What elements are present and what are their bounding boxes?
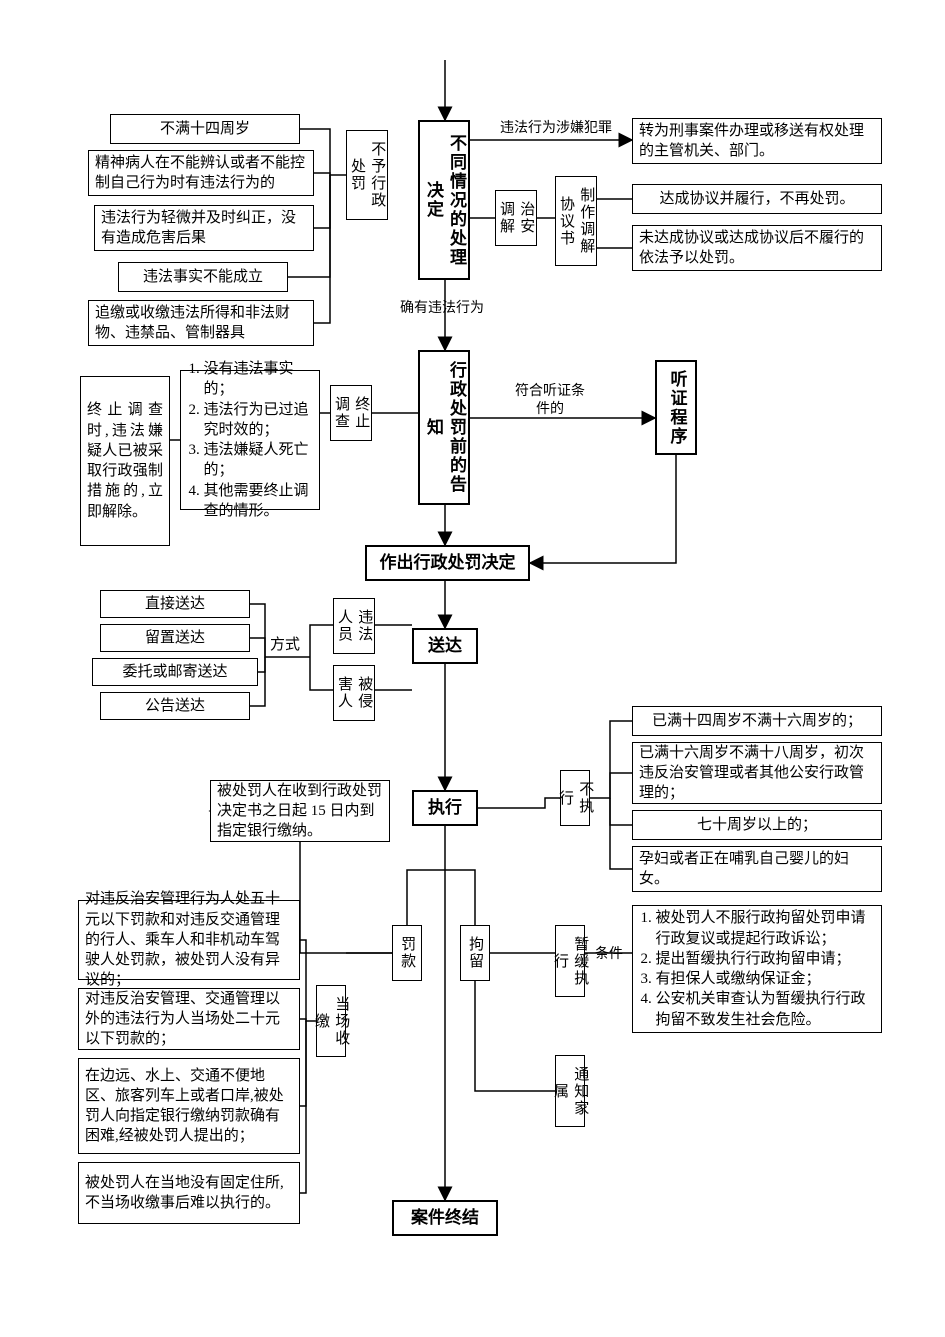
label-no-penalty: 不予行政处罚 bbox=[346, 130, 388, 220]
edge-label-criminal: 违法行为涉嫌犯罪 bbox=[500, 120, 612, 138]
delivery-target-offender: 违法人员 bbox=[333, 598, 375, 654]
defer-conditions: 被处罚人不服行政拘留处罚申请行政复议或提起行政诉讼；提出暂缓执行行政拘留申请；有… bbox=[632, 905, 882, 1033]
node-decision-diff: 不同情况的处理决定 bbox=[418, 120, 470, 280]
onsite-4: 被处罚人在当地没有固定住所,不当场收缴事后难以执行的。 bbox=[78, 1162, 300, 1224]
fine-bank-note: 被处罚人在收到行政处罚决定书之日起 15 日内到指定银行缴纳。 bbox=[210, 780, 390, 842]
terminate-note: 终止调查时,违法嫌疑人已被采取行政强制措施的,立即解除。 bbox=[80, 376, 170, 546]
delivery-target-victim: 被侵害人 bbox=[333, 665, 375, 721]
label-notify-family: 通知家属 bbox=[555, 1055, 585, 1127]
delivery-method-4: 公告送达 bbox=[100, 692, 250, 720]
mediation-out-1: 达成协议并履行，不再处罚。 bbox=[632, 184, 882, 214]
delivery-method-3: 委托或邮寄送达 bbox=[92, 658, 258, 686]
onsite-3: 在边远、水上、交通不便地区、旅客列车上或者口岸,被处罚人向指定银行缴纳罚款确有困… bbox=[78, 1058, 300, 1154]
onsite-2: 对违反治安管理、交通管理以外的违法行为人当场处二十元以下罚款的； bbox=[78, 988, 300, 1050]
edge-label-hearing: 符合听证条件的 bbox=[510, 383, 590, 419]
node-make-decision: 作出行政处罚决定 bbox=[365, 545, 530, 581]
label-mediation-sub: 制作调解协议书 bbox=[555, 176, 597, 266]
edge-label-confirm-illegal: 确有违法行为 bbox=[400, 300, 484, 318]
node-delivery: 送达 bbox=[412, 628, 478, 664]
np-item-4: 违法事实不能成立 bbox=[118, 262, 288, 292]
node-notice-before: 行政处罚前的告知 bbox=[418, 350, 470, 505]
np-item-5: 追缴或收缴违法所得和非法财物、违禁品、管制器具 bbox=[88, 300, 314, 346]
node-execute: 执行 bbox=[412, 790, 478, 826]
non-execute-1: 已满十四周岁不满十六周岁的； bbox=[632, 706, 882, 736]
label-mediation: 治安调解 bbox=[495, 190, 537, 246]
non-execute-2: 已满十六周岁不满十八周岁，初次违反治安管理或者其他公安行政管理的； bbox=[632, 742, 882, 804]
delivery-method-2: 留置送达 bbox=[100, 624, 250, 652]
label-terminate: 终止调查 bbox=[330, 385, 372, 441]
node-case-closed: 案件终结 bbox=[392, 1200, 498, 1236]
terminate-reasons: 没有违法事实的；违法行为已过追究时效的；违法嫌疑人死亡的；其他需要终止调查的情形… bbox=[180, 370, 320, 510]
label-onsite: 当场收缴 bbox=[316, 985, 346, 1057]
np-item-2: 精神病人在不能辨认或者不能控制自己行为时有违法行为的 bbox=[88, 150, 314, 196]
np-item-3: 违法行为轻微并及时纠正，没有造成危害后果 bbox=[94, 205, 314, 251]
non-execute-3: 七十周岁以上的； bbox=[632, 810, 882, 840]
label-non-execute: 不执行 bbox=[560, 770, 590, 826]
label-fine: 罚款 bbox=[392, 925, 422, 981]
criminal-transfer: 转为刑事案件办理或移送有权处理的主管机关、部门。 bbox=[632, 118, 882, 164]
edge-label-defer: 条件 bbox=[595, 946, 623, 964]
label-detention: 拘留 bbox=[460, 925, 490, 981]
label-hearing: 听证程序 bbox=[655, 360, 697, 455]
label-method: 方式 bbox=[270, 636, 300, 656]
np-item-1: 不满十四周岁 bbox=[110, 114, 300, 144]
mediation-out-2: 未达成协议或达成协议后不履行的依法予以处罚。 bbox=[632, 225, 882, 271]
label-defer: 暂缓执行 bbox=[555, 925, 585, 997]
non-execute-4: 孕妇或者正在哺乳自己婴儿的妇女。 bbox=[632, 846, 882, 892]
onsite-1: 对违反治安管理行为人处五十元以下罚款和对违反交通管理的行人、乘车人和非机动车驾驶… bbox=[78, 900, 300, 980]
delivery-method-1: 直接送达 bbox=[100, 590, 250, 618]
